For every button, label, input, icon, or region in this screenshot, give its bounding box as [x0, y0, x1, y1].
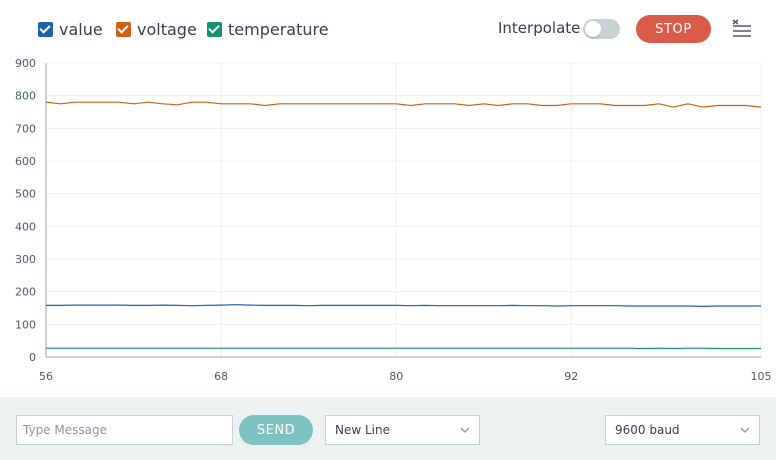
y-tick-label: 400	[15, 220, 36, 233]
x-tick-label: 92	[564, 370, 578, 383]
y-tick-label: 300	[15, 253, 36, 266]
y-tick-label: 100	[15, 318, 36, 331]
legend-label-voltage: voltage	[137, 19, 197, 39]
y-tick-label: 800	[15, 90, 36, 103]
stop-button[interactable]: STOP	[636, 15, 711, 43]
line-ending-value: New Line	[335, 423, 390, 437]
series-line-value	[46, 304, 761, 307]
legend-label-temperature: temperature	[228, 19, 329, 39]
y-tick-label: 0	[29, 351, 36, 364]
line-ending-select[interactable]: New Line	[325, 415, 480, 445]
series-line-voltage	[45, 101, 762, 108]
y-tick-label: 200	[15, 286, 36, 299]
toggle-knob	[585, 21, 601, 37]
y-tick-label: 500	[15, 188, 36, 201]
message-input[interactable]	[16, 415, 233, 445]
y-tick-label: 600	[15, 155, 36, 168]
interpolate-toggle[interactable]	[583, 19, 620, 39]
chevron-down-icon	[740, 427, 750, 433]
clear-output-icon[interactable]	[731, 18, 753, 40]
interpolate-label: Interpolate	[498, 19, 581, 37]
x-tick-label: 105	[751, 370, 772, 383]
y-tick-label: 700	[15, 122, 36, 135]
plot-area: 0 100 200 300 400 500 600 700 800 900 56 68 80 92 105	[0, 58, 776, 388]
legend-item-temperature[interactable]: temperature	[207, 18, 329, 40]
x-tick-label: 68	[214, 370, 228, 383]
line-chart: 0 100 200 300 400 500 600 700 800 900 56 68 80 92 105	[15, 58, 772, 383]
message-bar: SEND New Line 9600 baud	[0, 397, 776, 460]
legend-item-voltage[interactable]: voltage	[116, 18, 197, 40]
legend-label-value: value	[59, 19, 103, 39]
chevron-down-icon	[460, 427, 470, 433]
legend-item-value[interactable]: value	[38, 18, 103, 40]
y-tick-label: 900	[15, 58, 36, 70]
baud-rate-value: 9600 baud	[615, 423, 680, 437]
plotter-toolbar: value voltage temperature Interpolate ST…	[0, 0, 776, 58]
send-button[interactable]: SEND	[239, 415, 313, 445]
value-checkbox[interactable]	[38, 21, 53, 37]
temperature-checkbox[interactable]	[207, 21, 222, 37]
baud-rate-select[interactable]: 9600 baud	[605, 415, 760, 445]
x-tick-label: 56	[39, 370, 53, 383]
voltage-checkbox[interactable]	[116, 21, 131, 37]
x-tick-label: 80	[389, 370, 403, 383]
